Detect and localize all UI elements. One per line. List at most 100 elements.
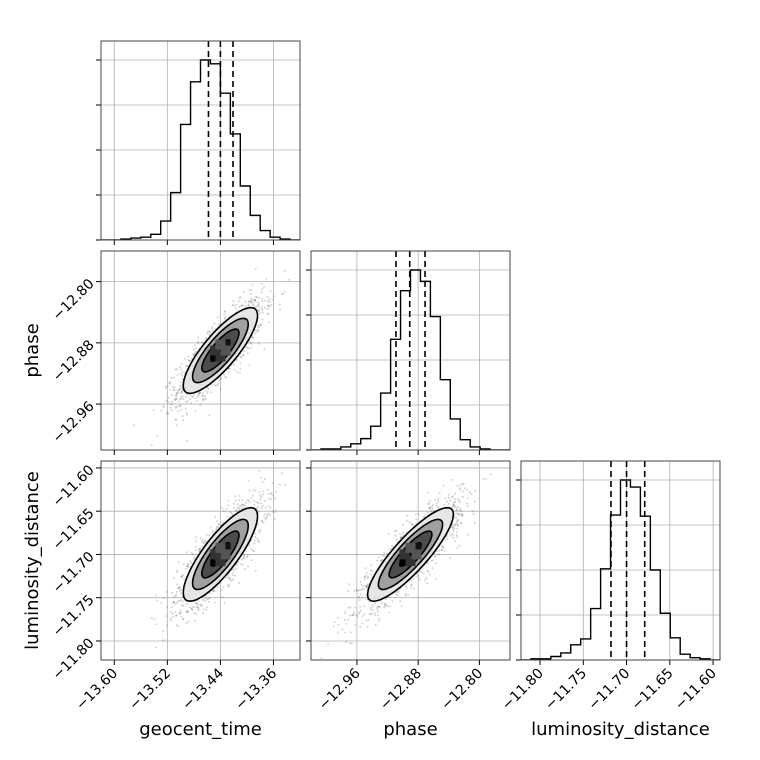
sample-point: [266, 488, 269, 491]
sample-point: [189, 398, 192, 401]
sample-point: [249, 548, 252, 551]
sample-point: [223, 310, 226, 313]
sample-point: [169, 381, 172, 384]
sample-point: [448, 534, 451, 537]
sample-point: [247, 301, 250, 304]
sample-point: [358, 612, 361, 615]
sample-point: [242, 353, 245, 356]
sample-point: [211, 589, 214, 592]
sample-point: [173, 576, 176, 579]
sample-point: [397, 590, 400, 593]
sample-point: [454, 498, 456, 501]
sample-point: [248, 501, 251, 504]
density-peak-cell: [215, 339, 226, 350]
sample-point: [199, 603, 202, 606]
sample-point: [434, 555, 436, 558]
sample-point: [191, 553, 194, 556]
sample-point: [381, 559, 384, 562]
sample-point: [454, 505, 457, 508]
sample-point: [456, 527, 459, 530]
sample-point: [365, 584, 367, 587]
sample-point: [165, 387, 167, 390]
sample-point: [247, 304, 250, 307]
histogram-step-geocent_time: [101, 59, 300, 240]
sample-point: [384, 604, 387, 607]
sample-point: [466, 497, 469, 500]
y-tick-label-luminosity_distance: −11.65: [50, 506, 98, 554]
sample-point: [155, 594, 158, 597]
sample-point: [455, 512, 458, 515]
sample-point: [176, 583, 179, 586]
sample-point: [178, 391, 180, 394]
sample-point: [165, 615, 168, 618]
sample-point: [174, 611, 177, 614]
sample-point: [456, 536, 459, 539]
sample-point: [208, 534, 211, 536]
sample-point: [248, 489, 251, 492]
sample-point: [194, 545, 197, 548]
sample-point: [451, 526, 454, 529]
sample-point: [191, 608, 194, 611]
sample-point: [447, 496, 450, 499]
sample-point: [358, 611, 361, 614]
sample-point: [355, 589, 358, 592]
sample-point: [178, 388, 181, 391]
sample-point: [179, 592, 182, 595]
sample-point: [186, 551, 188, 554]
sample-point: [425, 577, 428, 579]
sample-point: [172, 389, 175, 392]
sample-point: [250, 497, 253, 499]
sample-point: [275, 490, 278, 493]
sample-point: [386, 605, 389, 608]
sample-point: [353, 590, 356, 593]
sample-point: [246, 346, 249, 349]
sample-point: [182, 604, 185, 607]
sample-point: [133, 424, 136, 427]
sample-point: [235, 358, 238, 361]
sample-point: [461, 482, 464, 485]
sample-point: [452, 536, 454, 539]
sample-point: [254, 536, 257, 538]
sample-point: [454, 524, 457, 526]
density-geocent_time-phase: [101, 251, 300, 450]
sample-point: [240, 507, 243, 510]
sample-point: [239, 563, 242, 566]
sample-point: [232, 304, 235, 307]
sample-point: [404, 594, 407, 597]
sample-point: [172, 601, 175, 604]
sample-point: [394, 530, 397, 533]
sample-point: [270, 492, 273, 495]
sample-point: [175, 590, 178, 593]
sample-point: [208, 597, 211, 600]
sample-point: [376, 559, 379, 562]
sample-point: [196, 602, 199, 605]
sample-point: [260, 291, 263, 294]
sample-point: [243, 568, 246, 571]
sample-point: [371, 613, 373, 616]
x-tick-label-luminosity_distance: −11.75: [542, 666, 590, 714]
sample-point: [197, 393, 200, 396]
sample-point: [186, 565, 189, 568]
sample-point: [196, 395, 199, 398]
sample-point: [454, 523, 457, 526]
sample-point: [223, 317, 226, 320]
sample-point: [231, 513, 234, 516]
sample-point: [327, 643, 330, 646]
sample-point: [165, 399, 168, 402]
sample-point: [417, 513, 420, 516]
sample-point: [237, 300, 240, 303]
sample-point: [269, 290, 272, 293]
sample-point: [459, 507, 462, 509]
sample-point: [201, 394, 204, 397]
sample-point: [435, 502, 438, 505]
sample-point: [152, 409, 155, 412]
sample-point: [446, 500, 448, 503]
y-tick-label-phase: −12.88: [50, 337, 98, 385]
sample-point: [187, 562, 190, 565]
sample-point: [205, 608, 208, 611]
sample-point: [474, 489, 477, 492]
sample-point: [366, 625, 369, 628]
sample-point: [272, 295, 275, 298]
sample-point: [444, 538, 447, 541]
sample-point: [251, 494, 254, 497]
